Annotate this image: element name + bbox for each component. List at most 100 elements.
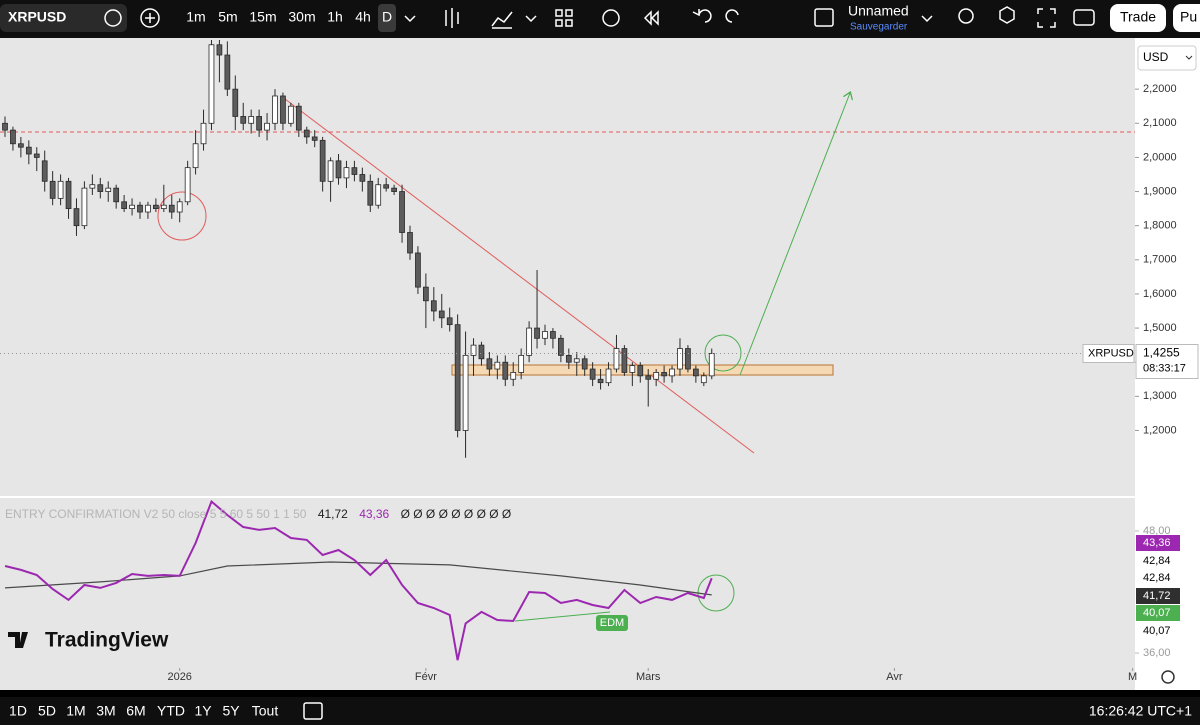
currency-box[interactable]: [1137, 45, 1197, 71]
legend-flags: Ø Ø Ø Ø Ø Ø Ø Ø Ø: [401, 507, 512, 521]
layout-icon[interactable]: [555, 9, 573, 27]
value-tag: [1136, 605, 1180, 621]
range-button[interactable]: Tout: [252, 703, 279, 719]
icon[interactable]: [104, 9, 122, 27]
search-icon[interactable]: [958, 8, 974, 24]
candle-body: [486, 358, 493, 370]
candle-body: [367, 180, 374, 206]
candle-body: [216, 44, 223, 56]
y-tick-label: 1,8000: [1143, 220, 1177, 232]
candle-body: [478, 344, 485, 360]
candle-body: [573, 358, 580, 363]
alert-icon[interactable]: [602, 9, 620, 27]
interval[interactable]: 1h: [327, 9, 343, 25]
candle-body: [383, 184, 390, 189]
candle-body: [49, 180, 56, 199]
x-tick-label: M: [1128, 671, 1137, 683]
candle-body: [351, 167, 358, 175]
candle-icon[interactable]: [445, 8, 459, 28]
top-bar: [0, 0, 1200, 38]
candle-body: [677, 348, 683, 370]
candle-body: [89, 184, 96, 189]
candle-body: [685, 348, 691, 370]
candle-body: [438, 310, 445, 319]
candle-body: [661, 372, 667, 377]
replay-icon[interactable]: [643, 10, 659, 26]
symbol-box[interactable]: [0, 4, 127, 32]
layout-name[interactable]: Unnamed: [848, 3, 909, 19]
x-tick-label: Févr: [415, 671, 437, 683]
interval[interactable]: 30m: [288, 9, 315, 25]
candle-body: [41, 160, 48, 182]
icon[interactable]: [525, 15, 537, 23]
candle-body: [145, 204, 151, 213]
icon[interactable]: [404, 15, 416, 23]
camera-icon[interactable]: [1073, 9, 1095, 26]
chart-area: [0, 38, 1200, 690]
value-tag: [1136, 623, 1180, 639]
indicator-line: [4, 499, 713, 661]
y-tick-label: 2,2000: [1143, 83, 1177, 95]
candle-body: [256, 116, 262, 131]
range-button[interactable]: 5D: [38, 703, 56, 719]
fullscreen-icon[interactable]: [1037, 8, 1056, 28]
range-button[interactable]: 6M: [126, 703, 145, 719]
symbol-tag-label: XRPUSD: [1088, 347, 1134, 359]
y-tick-label: 1,2000: [1143, 424, 1177, 436]
candle-body: [550, 331, 556, 339]
interval-active[interactable]: [378, 4, 396, 32]
value-tag-label: 40,07: [1143, 625, 1171, 637]
range-button[interactable]: 1Y: [194, 703, 212, 719]
x-tick-label: Avr: [886, 671, 903, 683]
range-button[interactable]: YTD: [157, 703, 185, 719]
undo-icon[interactable]: [692, 9, 712, 23]
interval[interactable]: D: [382, 9, 392, 25]
trade-button[interactable]: [1110, 4, 1166, 32]
interval[interactable]: 1m: [186, 9, 205, 25]
candle-body: [708, 353, 715, 377]
candle-body: [629, 365, 636, 373]
value-tag-label: 41,72: [1143, 590, 1171, 602]
y-tick-label: 1,6000: [1143, 288, 1177, 300]
candle-body: [407, 232, 413, 254]
settings-icon[interactable]: [1161, 670, 1175, 684]
range-button[interactable]: 1M: [66, 703, 85, 719]
interval-group: 1m 5m 15m 30m 1h 4h D: [186, 4, 396, 32]
icon: [145, 13, 155, 23]
y-tick-label: 2,0000: [1143, 151, 1177, 163]
publish-label[interactable]: Pu: [1180, 9, 1197, 25]
candle-body: [327, 160, 334, 182]
candle-body: [597, 378, 604, 384]
layout-icon[interactable]: [814, 8, 834, 27]
candle-body: [113, 187, 120, 203]
candle-body: [280, 95, 286, 124]
add-icon[interactable]: [140, 8, 160, 28]
date-range-icon[interactable]: [303, 702, 323, 720]
candle-body: [160, 204, 167, 210]
save-label[interactable]: Sauvegarder: [850, 22, 908, 33]
interval[interactable]: 5m: [218, 9, 237, 25]
y-tick-label: 1,3000: [1143, 390, 1177, 402]
interval[interactable]: 15m: [249, 9, 276, 25]
candle-body: [10, 129, 16, 145]
trade-label[interactable]: Trade: [1120, 9, 1156, 25]
indicator-icon[interactable]: [491, 11, 513, 29]
currency[interactable]: USD: [1143, 50, 1169, 64]
value-tag: [1136, 588, 1180, 604]
range-button[interactable]: 3M: [96, 703, 115, 719]
candle-body: [153, 204, 159, 210]
publish-button[interactable]: [1173, 4, 1200, 32]
candle-body: [542, 331, 548, 339]
circle: [157, 191, 207, 241]
settings-icon[interactable]: [999, 6, 1015, 24]
interval[interactable]: 4h: [355, 9, 371, 25]
symbol[interactable]: XRPUSD: [8, 9, 66, 25]
candle-body: [224, 54, 231, 90]
edm-box: [596, 615, 628, 631]
candle-body: [319, 139, 326, 182]
range-button[interactable]: 5Y: [222, 703, 240, 719]
range-button[interactable]: 1D: [9, 703, 27, 719]
countdown: 08:33:17: [1143, 362, 1186, 374]
icon[interactable]: [921, 15, 933, 23]
